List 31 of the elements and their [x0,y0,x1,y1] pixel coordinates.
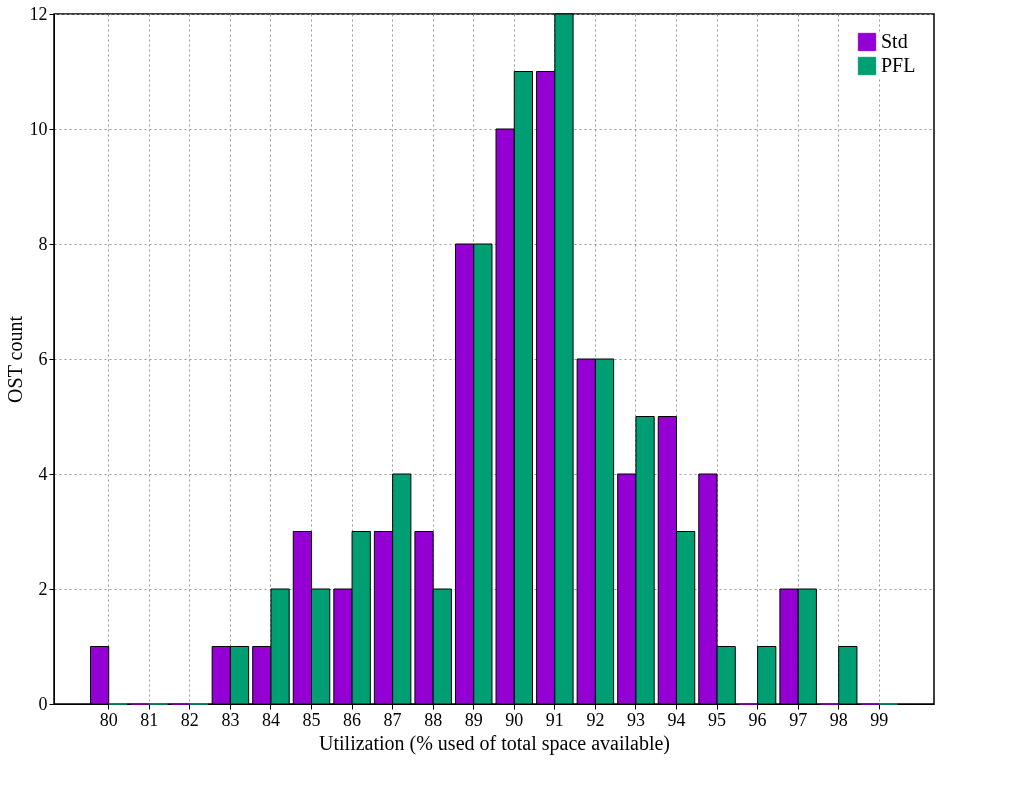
y-tick-label: 12 [29,3,48,24]
x-tick-label: 95 [708,709,727,730]
x-tick-label: 96 [748,709,767,730]
x-tick-label: 90 [505,709,524,730]
x-tick-label: 97 [789,709,808,730]
y-tick-label: 0 [38,693,48,714]
y-tick-label: 8 [38,233,48,254]
y-tick-label: 4 [38,463,48,484]
legend-label: Std [881,30,908,52]
x-tick-label: 86 [343,709,362,730]
x-tick-label: 85 [302,709,321,730]
y-tick-label: 6 [38,348,48,369]
x-tick-label: 98 [829,709,848,730]
x-tick-label: 82 [180,709,199,730]
x-tick-label: 81 [140,709,159,730]
x-tick-label: 87 [383,709,402,730]
y-tick-label: 10 [29,118,48,139]
x-tick-label: 99 [870,709,889,730]
y-axis-title: OST count [3,315,26,403]
x-axis-title: Utilization (% used of total space available) [319,731,670,755]
x-tick-label: 94 [667,709,686,730]
x-tick-label: 84 [261,709,280,730]
x-tick-label: 80 [99,709,118,730]
x-tick-label: 88 [424,709,443,730]
y-tick-label: 2 [38,578,48,599]
legend-label: PFL [881,54,916,76]
x-tick-label: 92 [586,709,605,730]
x-tick-label: 83 [221,709,240,730]
x-tick-label: 93 [626,709,645,730]
x-tick-label: 91 [545,709,564,730]
x-tick-label: 89 [464,709,483,730]
